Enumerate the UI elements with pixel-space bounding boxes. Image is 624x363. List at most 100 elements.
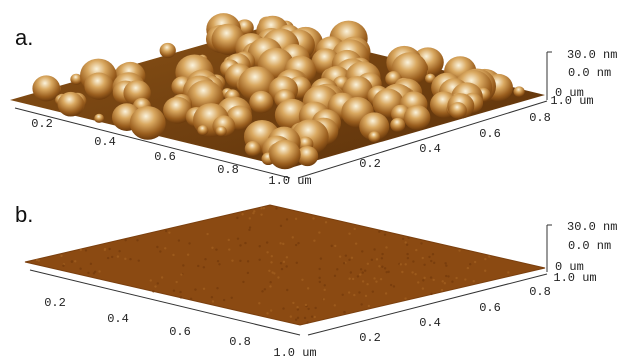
surface-grain [318, 231, 320, 233]
surface-grain [286, 256, 288, 258]
surface-bump [249, 91, 273, 113]
surface-grain [165, 230, 167, 232]
surface-grain [484, 258, 486, 260]
surface-grain [334, 245, 336, 247]
surface-grain [231, 259, 233, 261]
surface-bump [58, 92, 84, 117]
surface-grain [474, 261, 476, 263]
surface-grain [458, 249, 460, 251]
surface-grain [401, 271, 403, 273]
z-scale-label: 30.0 nm [567, 48, 617, 62]
y-axis-label: 0.6 [479, 301, 501, 315]
surface-grain [373, 248, 375, 250]
surface-grain [217, 260, 219, 262]
surface-grain [358, 291, 360, 293]
surface-grain [467, 267, 469, 269]
surface-grain [136, 239, 138, 241]
surface-grain [87, 272, 89, 274]
surface-bump [84, 73, 113, 100]
surface-grain [430, 276, 432, 278]
surface-grain [445, 265, 447, 267]
surface-grain [249, 217, 251, 219]
surface-grain [280, 262, 282, 264]
y-axis-label: 0.6 [479, 127, 501, 141]
surface-grain [366, 283, 368, 285]
surface-grain [307, 321, 309, 323]
surface-grain [231, 297, 233, 299]
surface-grain [204, 258, 206, 260]
surface-grain [430, 260, 432, 262]
surface-grain [402, 238, 404, 240]
surface-grain [270, 261, 272, 263]
surface-grain [237, 237, 239, 239]
surface-grain [260, 213, 262, 215]
surface-grain [385, 292, 387, 294]
surface-grain [259, 245, 261, 247]
surface-grain [408, 237, 410, 239]
surface-grain [79, 268, 81, 270]
surface-grain [433, 262, 435, 264]
surface-grain [223, 299, 225, 301]
surface-grain [239, 260, 241, 262]
surface-grain [400, 263, 402, 265]
surface-grain [381, 266, 383, 268]
surface-grain [270, 309, 272, 311]
surface-grain [172, 254, 174, 256]
surface-grain [473, 280, 475, 282]
surface-grain [94, 271, 96, 273]
x-axis-label: 0.4 [107, 312, 129, 326]
surface-grain [353, 294, 355, 296]
surface-grain [318, 277, 320, 279]
surface-grain [228, 248, 230, 250]
surface-grain [386, 271, 388, 273]
surface-grain [464, 278, 466, 280]
surface-grain [301, 279, 303, 281]
surface-grain [385, 246, 387, 248]
surface-grain [295, 244, 297, 246]
surface-grain [384, 267, 386, 269]
surface-grain [98, 270, 100, 272]
surface-bump [216, 126, 227, 136]
surface-grain [361, 250, 363, 252]
surface-grain [324, 284, 326, 286]
surface-grain [295, 218, 297, 220]
surface-grain [275, 207, 277, 209]
x-axis-label: 1.0 um [273, 346, 316, 360]
surface-grain [297, 308, 299, 310]
surface-grain [111, 256, 113, 258]
surface-grain [378, 265, 380, 267]
surface-grain [325, 221, 327, 223]
y-axis-label: 0.4 [419, 142, 441, 156]
surface-grain [80, 249, 82, 251]
surface-grain [351, 257, 353, 259]
panel-label: b. [15, 202, 33, 227]
surface-grain [405, 241, 407, 243]
surface-grain [507, 271, 509, 273]
surface-grain [258, 302, 260, 304]
surface-grain [428, 256, 430, 258]
surface-grain [362, 280, 364, 282]
surface-grain [295, 319, 297, 321]
z-scale-label: 30.0 nm [567, 220, 617, 234]
afm-surface [25, 205, 545, 325]
surface-grain [323, 298, 325, 300]
surface-grain [269, 281, 271, 283]
surface-grain [334, 275, 336, 277]
surface-grain [451, 281, 453, 283]
surface-grain [422, 287, 424, 289]
surface-grain [414, 273, 416, 275]
surface-grain [345, 254, 347, 256]
surface-bump [130, 106, 166, 140]
surface-grain [348, 233, 350, 235]
y-axis-label: 0.8 [529, 285, 551, 299]
surface-grain [290, 315, 292, 317]
surface-grain [432, 253, 434, 255]
surface-grain [261, 290, 263, 292]
surface-grain [445, 275, 447, 277]
afm-figure: a.0.20.40.60.81.0 um0.20.40.60.81.0 um30… [0, 0, 624, 363]
surface-grain [407, 257, 409, 259]
surface-grain [266, 312, 268, 314]
surface-grain [269, 285, 271, 287]
surface-grain [415, 249, 417, 251]
surface-grain [444, 262, 446, 264]
